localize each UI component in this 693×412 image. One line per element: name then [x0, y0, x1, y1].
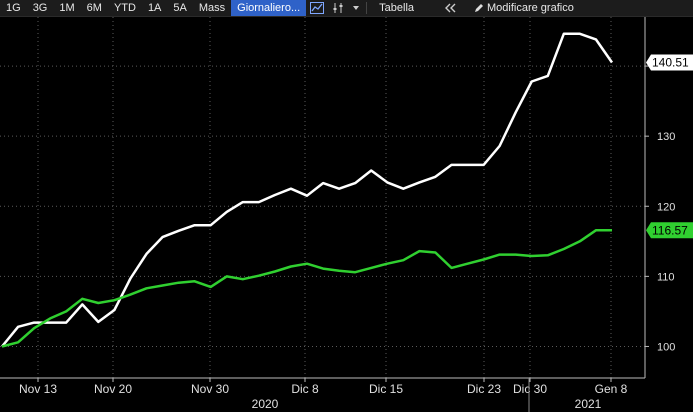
caret-down-icon[interactable]	[348, 0, 364, 16]
last-value-badge-1: 140.51	[646, 54, 693, 71]
range-button-ytd[interactable]: YTD	[113, 2, 136, 14]
chart-grid	[0, 17, 645, 378]
year-label: 2020	[252, 397, 279, 411]
x-tick-label: Dic 8	[291, 382, 319, 396]
x-tick-label: Nov 20	[94, 382, 132, 396]
series-line-2	[1, 229, 612, 348]
series-line-1	[1, 32, 614, 348]
x-tick-label: Dic 15	[369, 382, 403, 396]
last-value-label: 140.51	[652, 55, 689, 69]
y-tick-label: 100	[657, 341, 675, 353]
frequency-dropdown[interactable]: Giornaliero...	[231, 0, 307, 16]
x-tick-label: Dic 23	[467, 382, 501, 396]
y-tick-label: 120	[657, 201, 675, 213]
chart-series	[1, 32, 614, 348]
year-label: 2021	[575, 397, 602, 411]
last-value-badge-bg	[646, 54, 693, 71]
range-button-1m[interactable]: 1M	[59, 2, 75, 14]
x-tick-label: Gen 8	[595, 382, 628, 396]
toolbar-divider	[366, 2, 368, 14]
range-button-5a[interactable]: 5A	[173, 2, 187, 14]
x-tick-label: Dic 30	[513, 382, 547, 396]
pencil-icon[interactable]	[474, 0, 487, 16]
y-tick-label: 110	[657, 271, 675, 283]
table-button[interactable]: Tabella	[379, 2, 414, 14]
range-button-6m[interactable]: 6M	[86, 2, 102, 14]
y-tick-label: 130	[657, 131, 675, 143]
range-button-1a[interactable]: 1A	[147, 2, 162, 14]
sliders-icon[interactable]	[328, 0, 348, 16]
x-tick-label: Nov 13	[19, 382, 57, 396]
last-value-badge-bg	[646, 222, 693, 239]
range-button-1g[interactable]: 1G	[6, 2, 21, 14]
x-tick-label: Nov 30	[191, 382, 229, 396]
last-value-label: 116.57	[652, 223, 688, 237]
x-axis: Nov 13 Nov 20 Nov 30 Dic 8 Dic 15 Dic 23 Dic 3…	[0, 377, 645, 412]
edit-chart-button[interactable]: Modificare grafico	[487, 2, 574, 14]
range-button-mass[interactable]: Mass	[198, 2, 226, 14]
range-button-3g[interactable]: 3G	[32, 2, 48, 14]
range-buttons: 1G 3G 1M 6M YTD 1A 5A Mass	[0, 0, 231, 16]
double-chevron-left-icon[interactable]	[428, 0, 474, 16]
last-value-badge-2: 116.57	[646, 222, 693, 239]
line-chart-icon[interactable]	[306, 0, 328, 16]
chart-toolbar: 1G 3G 1M 6M YTD 1A 5A Mass Giornaliero... Tabel…	[0, 0, 693, 17]
